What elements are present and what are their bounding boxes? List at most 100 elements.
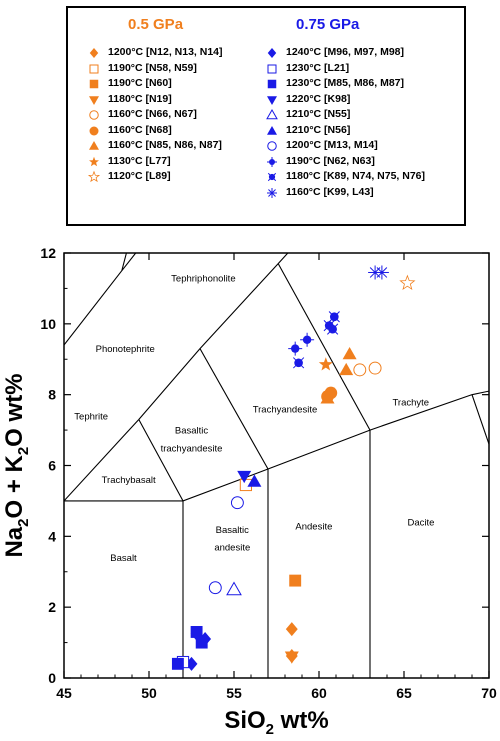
x-tick-label: 55 (226, 685, 242, 701)
legend-box: 0.5 GPa 0.75 GPa 1200°C [N12, N13, N14] 1… (66, 6, 466, 226)
axis-ticks: 45 50 55 60 65 70 0 2 4 6 8 10 12 (40, 245, 497, 701)
y-tick-label: 8 (48, 387, 56, 403)
legend-entry-label: 1180°C [N19] (108, 92, 172, 105)
x-tick-label: 70 (481, 685, 497, 701)
legend-marker (267, 187, 277, 198)
field-label: Tephrite (74, 411, 108, 422)
data-point (284, 651, 299, 664)
legend-title-0.5gpa: 0.5 GPa (128, 16, 184, 33)
legend-marker (266, 108, 278, 120)
legend-marker-shape (267, 156, 277, 167)
field-boundary-line (471, 394, 489, 445)
data-point (374, 265, 389, 280)
legend-marker (267, 95, 277, 105)
legend-marker-shape (89, 110, 99, 120)
legend-entry-label: 1180°C [K89, N74, N75, N76] (286, 170, 426, 182)
legend-entry-label: 1190°C [N60] (108, 77, 172, 89)
legend-marker (267, 48, 277, 58)
legend-entry-label: 1160°C [N66, N67] (108, 108, 197, 120)
y-tick-label: 2 (48, 599, 56, 615)
field-label: Basaltic (216, 525, 250, 536)
y-axis-label-part: O + K (1, 454, 28, 518)
field-label: andesite (214, 543, 250, 554)
legend-marker-shape (267, 125, 277, 135)
legend-marker (267, 156, 277, 167)
legend-entry-label: 1160°C [N85, N86, N87] (108, 139, 222, 151)
field-boundary-line (138, 419, 184, 502)
legend-entry-label: 1160°C [K99, L43] (286, 185, 374, 198)
legend-marker-shape (267, 141, 277, 151)
field-boundary-line (199, 348, 269, 470)
legend-marker-shape (89, 79, 99, 89)
data-point (171, 657, 184, 670)
field-label: Basaltic (175, 426, 209, 437)
data-point (185, 656, 198, 671)
x-axis-label-main: SiO (224, 707, 265, 734)
legend-entry-label: 1220°C [K98] (286, 92, 351, 105)
legend-entry-label: 1190°C [N62, N63] (286, 154, 375, 167)
legend-entry-label: 1200°C [N12, N13, N14] (108, 46, 223, 58)
field-boundary-line (138, 263, 279, 420)
legend-marker-shape (89, 64, 99, 73)
field-label: Tephriphonolite (171, 273, 235, 284)
field-label: trachyandesite (161, 443, 223, 454)
y-tick-label: 6 (48, 458, 56, 474)
legend-entry-label: 1210°C [N55] (286, 108, 351, 120)
field-label: Dacite (408, 518, 435, 529)
data-point (226, 581, 242, 596)
y-tick-label: 10 (40, 316, 56, 332)
legend-entry-label: 1240°C [M96, M97, M98] (286, 46, 404, 58)
data-point (318, 357, 333, 371)
data-point (339, 362, 354, 376)
data-point (237, 470, 252, 484)
y-axis-label: Na2O + K2O wt% (1, 373, 32, 557)
data-point (399, 274, 416, 290)
x-tick-label: 60 (311, 685, 327, 701)
legend-marker-shape (267, 48, 277, 58)
legend-marker-shape (89, 141, 99, 150)
y-axis-label-part: O wt% (1, 373, 28, 446)
legend-marker-shape (267, 64, 277, 73)
data-point (289, 574, 302, 587)
legend-marker-shape (89, 126, 99, 135)
y-axis-label-part: Na (1, 526, 28, 557)
field-boundary-line (121, 253, 127, 271)
legend-marker-shape (89, 95, 99, 105)
data-point (342, 346, 357, 360)
field-boundary-line (64, 270, 123, 346)
legend-marker-shape (267, 95, 277, 105)
legend-marker-shape (267, 172, 277, 182)
x-axis-label-tail: wt% (274, 707, 329, 734)
data-point (230, 496, 244, 510)
data-point (292, 357, 305, 369)
legend-entry-label: 1190°C [N58, N59] (108, 61, 197, 74)
data-point (247, 474, 262, 487)
legend-entry-label: 1230°C [M85, M86, M87] (286, 77, 404, 89)
y-tick-label: 0 (48, 670, 56, 686)
legend-marker (89, 156, 99, 166)
field-boundary-line (121, 253, 137, 272)
legend-marker-shape (89, 48, 99, 58)
legend-marker (89, 64, 99, 73)
legend-title-0.75gpa: 0.75 GPa (296, 16, 360, 33)
data-point (288, 341, 303, 356)
data-point (190, 626, 203, 638)
field-label: Andesite (295, 521, 332, 532)
legend-marker (267, 64, 277, 73)
x-axis-label: SiO2 wt% (224, 707, 328, 738)
legend-marker (89, 141, 99, 150)
legend-marker (89, 126, 99, 135)
field-label: Phonotephrite (96, 344, 155, 355)
legend-marker (89, 110, 99, 120)
legend-entry-label: 1200°C [M13, M14] (286, 139, 378, 151)
data-point (208, 581, 222, 595)
legend-marker (89, 95, 99, 105)
legend-marker-shape (267, 187, 277, 198)
data-point (353, 363, 367, 377)
legend-marker (267, 172, 277, 182)
field-boundary-line (64, 390, 489, 502)
legend-marker (267, 141, 277, 151)
field-boundary-line (277, 263, 371, 431)
legend-entry-label: 1120°C [L89] (108, 170, 171, 182)
data-point (326, 323, 339, 335)
